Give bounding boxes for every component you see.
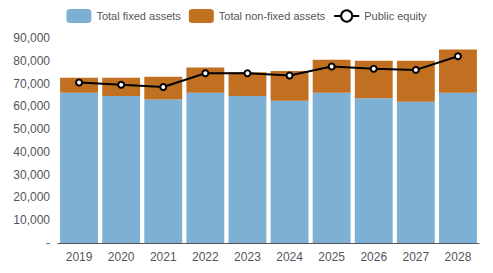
svg-text:70,000: 70,000 — [13, 77, 50, 91]
svg-text:2025: 2025 — [318, 250, 345, 264]
svg-text:2020: 2020 — [108, 250, 135, 264]
svg-text:2023: 2023 — [234, 250, 261, 264]
svg-text:2026: 2026 — [360, 250, 387, 264]
svg-text:60,000: 60,000 — [13, 99, 50, 113]
svg-text:2027: 2027 — [402, 250, 429, 264]
svg-text:2019: 2019 — [66, 250, 93, 264]
svg-text:Total fixed assets: Total fixed assets — [96, 10, 181, 22]
svg-text:40,000: 40,000 — [13, 145, 50, 159]
svg-text:Public equity: Public equity — [364, 10, 427, 22]
svg-text:Total non-fixed assets: Total non-fixed assets — [219, 10, 326, 22]
svg-text:20,000: 20,000 — [13, 190, 50, 204]
svg-text:50,000: 50,000 — [13, 122, 50, 136]
svg-text:10,000: 10,000 — [13, 213, 50, 227]
svg-text:2024: 2024 — [276, 250, 303, 264]
svg-text:-: - — [46, 236, 50, 250]
svg-text:80,000: 80,000 — [13, 54, 50, 68]
svg-text:90,000: 90,000 — [13, 31, 50, 45]
svg-text:30,000: 30,000 — [13, 168, 50, 182]
svg-text:2022: 2022 — [192, 250, 219, 264]
svg-text:2021: 2021 — [150, 250, 177, 264]
svg-text:2028: 2028 — [445, 250, 472, 264]
